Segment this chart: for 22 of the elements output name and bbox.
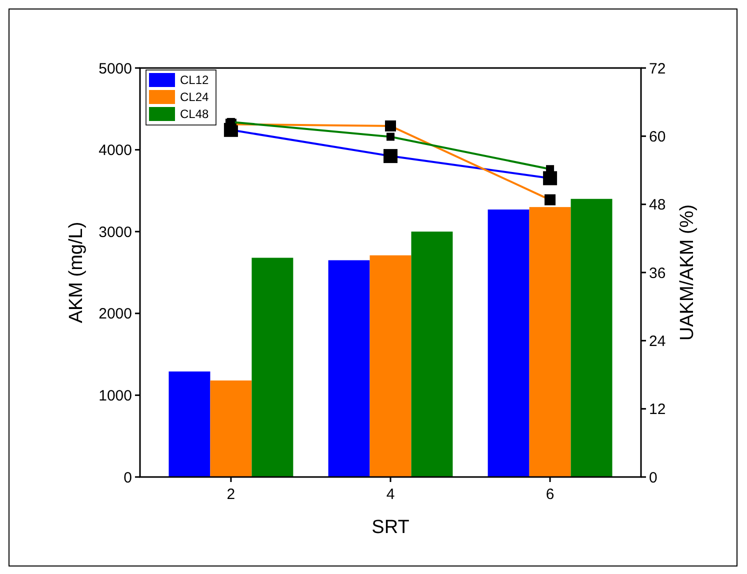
y-axis-title: AKM (mg/L) <box>66 222 87 324</box>
y2-tick-label: 0 <box>649 469 658 486</box>
y-tick-label: 2000 <box>98 306 132 323</box>
y-tick-label: 5000 <box>98 60 132 78</box>
y2-axis-title: UAKM/AKM (%) <box>677 204 698 341</box>
x-tick-label: 6 <box>546 486 554 503</box>
legend-label: CL24 <box>180 90 210 104</box>
x-tick-label: 2 <box>226 486 236 503</box>
y2-tick-label: 48 <box>649 196 666 214</box>
legend-label: CL48 <box>180 107 210 122</box>
x-axis-title: SRT <box>372 517 410 538</box>
y2-tick-label: 12 <box>649 401 666 418</box>
y-tick-label: 1000 <box>98 387 132 404</box>
y-tick-label: 3000 <box>98 224 132 241</box>
y2-tick-label: 72 <box>649 60 666 78</box>
x-tick-label: 4 <box>386 486 395 503</box>
y2-tick-label: 24 <box>649 332 666 350</box>
y2-tick-label: 36 <box>649 264 666 282</box>
y2-tick-label: 60 <box>649 128 666 146</box>
y-tick-label: 0 <box>124 469 132 486</box>
legend-label: CL12 <box>180 73 210 88</box>
y-tick-label: 4000 <box>98 142 132 160</box>
